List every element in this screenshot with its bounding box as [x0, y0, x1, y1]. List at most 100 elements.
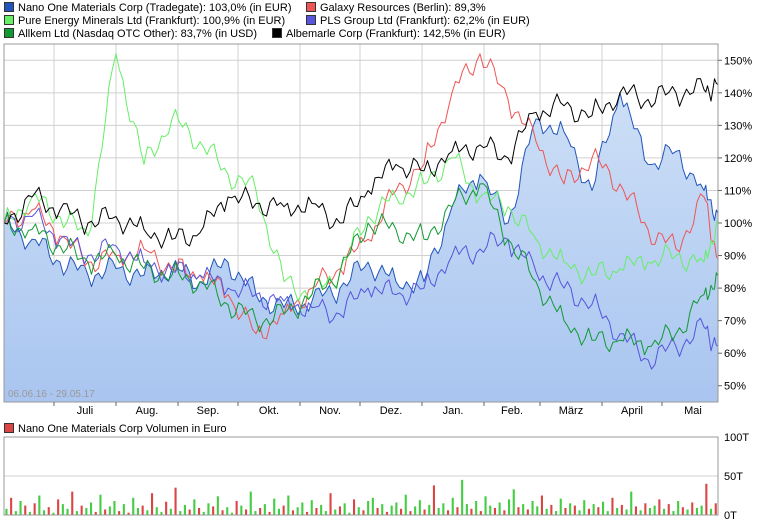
- volume-bar: [616, 508, 619, 515]
- volume-bar: [118, 511, 121, 515]
- volume-bar: [390, 505, 393, 515]
- volume-bar: [381, 504, 384, 515]
- volume-bar: [531, 501, 534, 515]
- volume-bar: [663, 508, 666, 515]
- volume-bar: [367, 501, 370, 515]
- volume-bar: [165, 501, 168, 515]
- volume-bar: [66, 508, 69, 515]
- volume-bar: [136, 508, 139, 515]
- volume-bar: [432, 485, 435, 515]
- volume-tick-label: 100T: [724, 432, 749, 444]
- volume-bar: [461, 479, 464, 515]
- volume-bar: [202, 511, 205, 515]
- y-tick-label: 150%: [724, 55, 752, 67]
- volume-bar: [667, 504, 670, 515]
- series-line: [3, 92, 719, 316]
- volume-bar: [263, 504, 266, 515]
- volume-bar: [254, 511, 257, 515]
- volume-bar: [573, 505, 576, 515]
- volume-bar: [38, 495, 41, 515]
- volume-bar: [71, 491, 74, 515]
- volume-bar: [99, 494, 102, 515]
- x-axis-ticks: Juli Aug. Sep. Okt. Nov. Dez. Jan. Feb. März Apri…: [53, 402, 702, 417]
- volume-bar: [395, 502, 398, 515]
- legend-item-pls-group[interactable]: PLS Group Ltd (Frankfurt): 62,2% (in EUR…: [306, 14, 530, 28]
- y-tick-label: 110%: [724, 185, 752, 197]
- volume-bar: [146, 510, 149, 515]
- volume-bar: [414, 506, 417, 515]
- volume-bar: [151, 493, 154, 515]
- volume-bar: [230, 512, 233, 515]
- volume-bar: [179, 511, 182, 515]
- volume-bar: [357, 507, 360, 515]
- volume-bar: [677, 501, 680, 515]
- volume-bar: [5, 508, 8, 515]
- x-tick-label: Jan.: [443, 405, 464, 417]
- legend-item-albemarle[interactable]: Albemarle Corp (Frankfurt): 142,5% (in E…: [272, 27, 505, 41]
- volume-bar: [517, 507, 520, 515]
- volume-bar: [555, 511, 558, 515]
- x-tick-label: April: [621, 405, 643, 417]
- volume-bar: [207, 503, 210, 515]
- series-line: [3, 53, 719, 340]
- volume-bar: [174, 487, 177, 515]
- volume-bar: [714, 503, 717, 515]
- volume-bar: [301, 502, 304, 515]
- x-tick-label: Feb.: [501, 405, 523, 417]
- volume-bar: [61, 504, 64, 515]
- y-tick-label: 60%: [724, 348, 746, 360]
- volume-title-text: Nano One Materials Corp Volumen in Euro: [18, 423, 227, 435]
- series-line: [3, 207, 719, 370]
- volume-bar: [686, 509, 689, 515]
- volume-tick-label: 0T: [724, 510, 737, 522]
- series-line: [3, 78, 719, 249]
- volume-bar: [226, 507, 229, 515]
- volume-bar: [475, 501, 478, 515]
- x-tick-label: Nov.: [319, 405, 341, 417]
- volume-bar: [508, 499, 511, 515]
- volume-bar: [691, 502, 694, 515]
- volume-bar: [587, 508, 590, 515]
- series-lines: [3, 53, 719, 370]
- volume-bar: [423, 509, 426, 515]
- volume-bar: [57, 499, 60, 515]
- volume-bar: [451, 497, 454, 515]
- volume-bar: [695, 508, 698, 515]
- volume-bar: [700, 505, 703, 515]
- volume-bar: [456, 507, 459, 515]
- volume-gridlines: [4, 436, 718, 516]
- legend-item-galaxy-resources[interactable]: Galaxy Resources (Berlin): 89,3%: [306, 1, 486, 15]
- volume-bar: [498, 502, 501, 515]
- volume-bar: [526, 509, 529, 515]
- volume-bar: [512, 489, 515, 515]
- legend-swatch: [4, 28, 14, 39]
- volume-bar: [606, 511, 609, 515]
- volume-swatch: [4, 423, 14, 434]
- volume-bar: [644, 503, 647, 515]
- volume-bar: [235, 501, 238, 515]
- volume-bar: [648, 508, 651, 515]
- volume-bar: [334, 509, 337, 515]
- volume-bar: [221, 510, 224, 515]
- legend-item-pure-energy[interactable]: Pure Energy Minerals Ltd (Frankfurt): 10…: [4, 14, 285, 28]
- volume-bar: [249, 491, 252, 515]
- y-tick-label: 90%: [724, 251, 746, 263]
- volume-bar: [479, 511, 482, 515]
- x-tick-label: März: [559, 405, 583, 417]
- volume-bar: [493, 508, 496, 515]
- volume-bar: [489, 505, 492, 515]
- volume-bar: [385, 511, 388, 515]
- volume-bar: [634, 506, 637, 515]
- volume-bar: [404, 494, 407, 515]
- volume-bar: [310, 500, 313, 515]
- y-tick-label: 100%: [724, 218, 752, 230]
- volume-bar: [188, 509, 191, 515]
- volume-bar: [108, 506, 111, 515]
- legend-item-nano-one[interactable]: Nano One Materials Corp (Tradegate): 103…: [4, 1, 292, 15]
- volume-bar: [611, 497, 614, 515]
- legend-item-allkem[interactable]: Allkem Ltd (Nasdaq OTC Other): 83,7% (in…: [4, 27, 257, 41]
- x-tick-label: Okt.: [259, 405, 279, 417]
- legend-label: Allkem Ltd (Nasdaq OTC Other): 83,7% (in…: [18, 28, 258, 40]
- y-tick-label: 70%: [724, 316, 746, 328]
- volume-bar: [400, 508, 403, 515]
